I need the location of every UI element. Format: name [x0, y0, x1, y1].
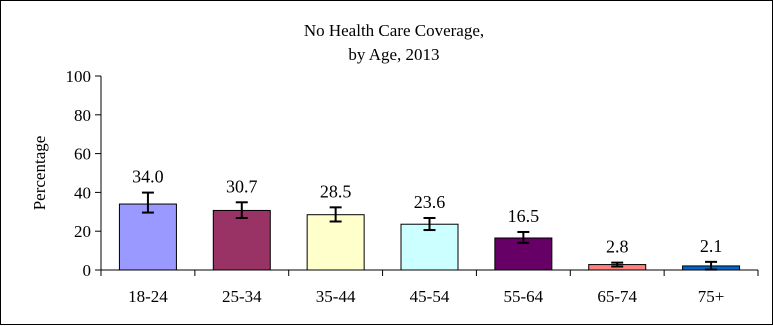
x-tick-label: 75+	[698, 287, 725, 306]
x-tick-label: 25-34	[222, 287, 262, 306]
data-label: 23.6	[414, 192, 446, 212]
y-tick-label: 0	[83, 261, 92, 280]
y-tick-label: 60	[74, 145, 91, 164]
labels: 34.0 18-24 30.7 25-34 28.5 35-44 23.6 45-54 16.5…	[128, 167, 724, 306]
chart-title-line-1: No Health Care Coverage,	[304, 21, 484, 40]
data-label: 34.0	[132, 167, 164, 187]
data-label: 2.1	[700, 236, 723, 256]
bar	[400, 223, 459, 271]
y-tick-label: 80	[74, 106, 91, 125]
data-label: 16.5	[508, 206, 540, 226]
y-tick-label: 20	[74, 222, 91, 241]
x-tick-label: 55-64	[504, 287, 544, 306]
bar	[118, 203, 177, 271]
axes: 0 20 40 60 80 100	[66, 67, 759, 280]
bars	[118, 191, 741, 271]
y-tick-label: 40	[74, 183, 91, 202]
chart-title-line-2: by Age, 2013	[348, 45, 439, 64]
bar	[212, 209, 271, 271]
y-axis-label: Percentage	[30, 136, 49, 211]
data-label: 30.7	[226, 176, 258, 196]
data-label: 28.5	[320, 181, 352, 201]
x-tick-label: 65-74	[597, 287, 637, 306]
x-tick-label: 18-24	[128, 287, 168, 306]
y-tick-label: 100	[66, 67, 92, 86]
bar	[494, 237, 553, 271]
x-tick-label: 45-54	[410, 287, 450, 306]
data-label: 2.8	[606, 237, 629, 257]
bar	[306, 214, 365, 271]
x-tick-label: 35-44	[316, 287, 356, 306]
